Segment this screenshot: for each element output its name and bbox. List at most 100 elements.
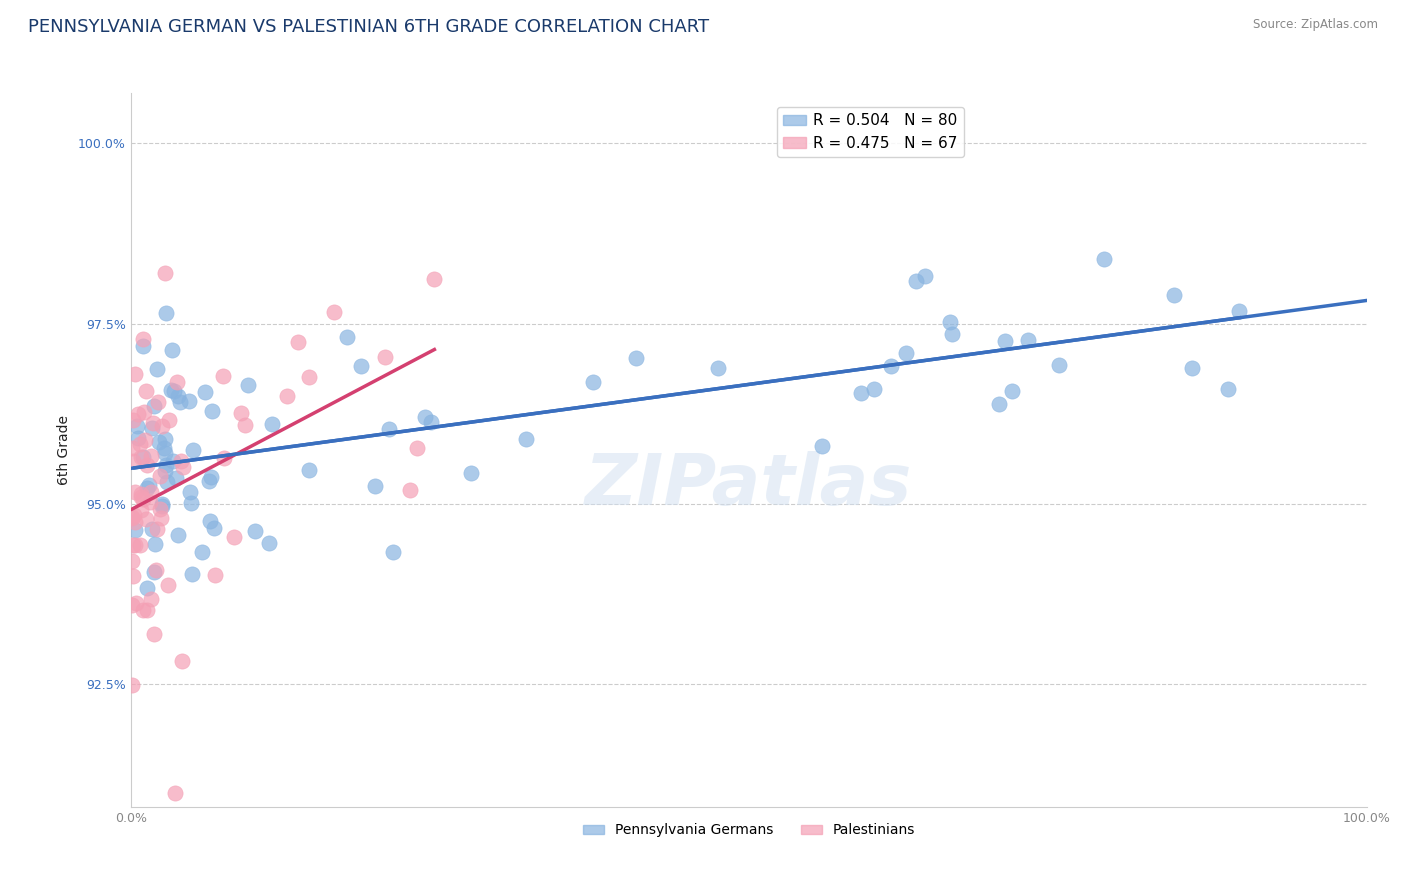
Point	[1181, 360, 1204, 375]
Point	[163, 384, 186, 398]
Point	[150, 511, 173, 525]
Point	[121, 511, 143, 525]
Point	[399, 483, 422, 497]
Point	[1163, 288, 1185, 302]
Point	[131, 332, 153, 346]
Point	[141, 421, 163, 435]
Point	[142, 417, 165, 431]
Point	[624, 351, 647, 366]
Point	[364, 479, 387, 493]
Point	[148, 435, 170, 450]
Point	[165, 471, 187, 485]
Text: Source: ZipAtlas.com: Source: ZipAtlas.com	[1253, 18, 1378, 31]
Point	[200, 404, 222, 418]
Point	[124, 538, 146, 552]
Point	[460, 466, 482, 480]
Point	[276, 389, 298, 403]
Point	[413, 409, 436, 424]
Point	[236, 378, 259, 392]
Point	[405, 441, 427, 455]
Point	[122, 508, 145, 523]
Point	[212, 368, 235, 383]
Point	[155, 458, 177, 472]
Text: PENNSYLVANIA GERMAN VS PALESTINIAN 6TH GRADE CORRELATION CHART: PENNSYLVANIA GERMAN VS PALESTINIAN 6TH G…	[28, 18, 709, 36]
Point	[127, 408, 149, 422]
Point	[191, 544, 214, 558]
Point	[146, 395, 169, 409]
Point	[1047, 358, 1070, 372]
Point	[124, 515, 146, 529]
Point	[150, 497, 173, 511]
Point	[153, 464, 176, 478]
Point	[204, 568, 226, 582]
Point	[155, 475, 177, 489]
Point	[122, 453, 145, 467]
Point	[155, 306, 177, 320]
Point	[181, 442, 204, 457]
Point	[180, 496, 202, 510]
Point	[938, 315, 960, 329]
Point	[125, 596, 148, 610]
Point	[179, 394, 201, 409]
Point	[245, 524, 267, 539]
Point	[377, 422, 399, 436]
Point	[125, 418, 148, 433]
Point	[149, 468, 172, 483]
Point	[156, 577, 179, 591]
Point	[374, 350, 396, 364]
Point	[139, 449, 162, 463]
Point	[150, 499, 173, 513]
Point	[153, 446, 176, 460]
Point	[141, 591, 163, 606]
Point	[124, 523, 146, 537]
Point	[155, 266, 177, 280]
Point	[707, 360, 730, 375]
Point	[170, 654, 193, 668]
Point	[128, 538, 150, 552]
Point	[162, 453, 184, 467]
Point	[193, 384, 215, 399]
Point	[165, 786, 187, 800]
Point	[214, 450, 236, 465]
Point	[132, 602, 155, 616]
Point	[135, 384, 157, 399]
Point	[122, 413, 145, 427]
Point	[169, 394, 191, 409]
Point	[336, 329, 359, 343]
Point	[582, 375, 605, 389]
Point	[141, 522, 163, 536]
Point	[124, 368, 146, 382]
Point	[143, 536, 166, 550]
Point	[1218, 382, 1240, 396]
Point	[941, 326, 963, 341]
Point	[122, 538, 145, 552]
Point	[166, 375, 188, 389]
Point	[198, 475, 221, 489]
Point	[143, 566, 166, 580]
Point	[121, 599, 143, 613]
Point	[914, 269, 936, 284]
Point	[896, 346, 918, 360]
Point	[200, 470, 222, 484]
Point	[129, 490, 152, 504]
Point	[124, 485, 146, 500]
Point	[150, 418, 173, 433]
Point	[423, 271, 446, 285]
Point	[129, 450, 152, 464]
Point	[129, 436, 152, 450]
Point	[904, 274, 927, 288]
Point	[298, 370, 321, 384]
Point	[166, 388, 188, 402]
Point	[153, 441, 176, 455]
Point	[121, 554, 143, 568]
Point	[146, 361, 169, 376]
Point	[135, 512, 157, 526]
Point	[172, 459, 194, 474]
Point	[122, 569, 145, 583]
Point	[262, 417, 284, 431]
Point	[181, 567, 204, 582]
Point	[1017, 333, 1039, 347]
Point	[880, 359, 903, 373]
Point	[138, 477, 160, 491]
Point	[988, 397, 1011, 411]
